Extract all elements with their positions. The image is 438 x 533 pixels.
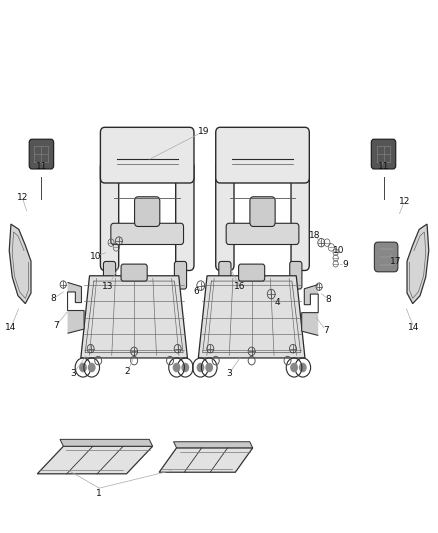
FancyBboxPatch shape	[374, 242, 398, 272]
Text: 2: 2	[125, 367, 131, 376]
Text: 17: 17	[389, 257, 401, 265]
FancyBboxPatch shape	[174, 262, 187, 289]
FancyBboxPatch shape	[291, 162, 309, 270]
Polygon shape	[407, 224, 429, 304]
Text: 7: 7	[53, 321, 59, 330]
FancyBboxPatch shape	[216, 127, 309, 183]
FancyBboxPatch shape	[100, 162, 119, 270]
Polygon shape	[60, 439, 152, 446]
FancyBboxPatch shape	[103, 262, 116, 289]
FancyBboxPatch shape	[250, 197, 275, 227]
FancyBboxPatch shape	[134, 197, 160, 227]
Circle shape	[88, 363, 95, 372]
Polygon shape	[198, 276, 305, 358]
Text: 12: 12	[17, 193, 28, 202]
Text: 1: 1	[96, 489, 102, 498]
Polygon shape	[81, 276, 187, 358]
FancyBboxPatch shape	[29, 139, 53, 169]
Polygon shape	[302, 285, 318, 335]
Text: 4: 4	[275, 298, 281, 307]
Text: 7: 7	[323, 326, 328, 335]
Text: 12: 12	[399, 197, 410, 206]
Circle shape	[205, 363, 213, 372]
Text: 10: 10	[333, 246, 344, 255]
Text: 3: 3	[226, 369, 232, 378]
FancyBboxPatch shape	[290, 262, 302, 289]
Circle shape	[181, 363, 189, 372]
Text: 11: 11	[35, 163, 47, 171]
Text: 8: 8	[51, 294, 57, 303]
Text: 14: 14	[5, 323, 17, 332]
FancyBboxPatch shape	[219, 262, 231, 289]
Text: 6: 6	[193, 287, 199, 296]
FancyBboxPatch shape	[121, 264, 147, 281]
FancyBboxPatch shape	[176, 162, 194, 270]
Text: 14: 14	[408, 323, 420, 332]
FancyBboxPatch shape	[216, 162, 234, 270]
Text: 9: 9	[343, 260, 348, 269]
FancyBboxPatch shape	[239, 264, 265, 281]
Circle shape	[197, 363, 205, 372]
Polygon shape	[159, 448, 253, 472]
Polygon shape	[173, 442, 253, 448]
FancyBboxPatch shape	[100, 127, 194, 183]
Text: 13: 13	[102, 282, 114, 291]
Text: 18: 18	[309, 231, 321, 240]
Text: 8: 8	[326, 295, 332, 304]
Circle shape	[290, 363, 298, 372]
FancyBboxPatch shape	[371, 139, 396, 169]
Text: 19: 19	[198, 127, 209, 136]
Circle shape	[79, 363, 87, 372]
FancyBboxPatch shape	[226, 223, 299, 245]
Circle shape	[173, 363, 180, 372]
Text: 10: 10	[90, 252, 102, 261]
Polygon shape	[67, 282, 84, 333]
Circle shape	[299, 363, 307, 372]
Text: 16: 16	[234, 282, 246, 291]
Text: 3: 3	[71, 369, 76, 378]
FancyBboxPatch shape	[111, 223, 184, 245]
Text: 11: 11	[378, 163, 389, 171]
Polygon shape	[9, 224, 31, 304]
Polygon shape	[37, 446, 152, 474]
